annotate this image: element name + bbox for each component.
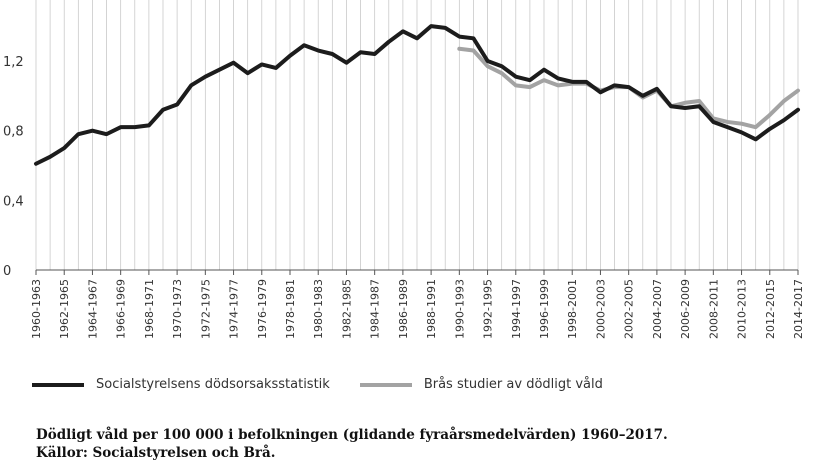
- x-tick-label: 2010-2013: [736, 279, 749, 339]
- line-chart: 00,40,81,2 1960-1963 1962-1965 1964-1967 19…: [3, 0, 805, 339]
- legend-item-bra: Brås studier av dödligt våld: [359, 377, 603, 392]
- x-tick-label: 1962-1965: [58, 279, 71, 339]
- x-tick-label: 1970-1973: [171, 279, 184, 339]
- x-tick-label: 1978-1981: [284, 279, 297, 339]
- x-tick-label: 1982-1985: [340, 279, 353, 339]
- x-tick-label: 2006-2009: [679, 279, 692, 339]
- x-tick-label: 1984-1987: [369, 279, 382, 339]
- grid-lines: [35, 0, 799, 270]
- legend-swatch-black: [32, 382, 84, 387]
- y-tick-label: 0: [3, 264, 11, 279]
- series-line-socialstyrelsen: [34, 24, 800, 166]
- legend-swatch-grey: [359, 382, 412, 387]
- x-tick-label: 1990-1993: [453, 279, 466, 339]
- y-tick-label: 0,8: [3, 125, 24, 140]
- x-tick-label: 1988-1991: [425, 279, 438, 339]
- x-tick-label: 1996-1999: [538, 279, 551, 339]
- x-tick-label: 1960-1963: [30, 279, 43, 339]
- x-tick-label: 2004-2007: [651, 279, 664, 339]
- x-tick-label: 1964-1967: [86, 279, 99, 339]
- axes: [35, 269, 799, 275]
- caption-line-2: Källor: Socialstyrelsen och Brå.: [36, 445, 276, 461]
- x-tick-label: 2000-2003: [594, 279, 607, 339]
- legend-label: Brås studier av dödligt våld: [423, 377, 603, 392]
- x-tick-label: 1992-1995: [482, 279, 495, 339]
- legend: Socialstyrelsens dödsorsaksstatistik Brå…: [32, 377, 633, 392]
- x-tick-label: 1998-2001: [566, 279, 579, 339]
- x-axis-ticks: 1960-1963 1962-1965 1964-1967 1966-1969 1968…: [30, 279, 805, 339]
- x-tick-label: 2002-2005: [623, 279, 636, 339]
- y-tick-label: 1,2: [3, 55, 24, 70]
- y-tick-label: 0,4: [3, 194, 24, 209]
- legend-item-socialstyrelsen: Socialstyrelsens dödsorsaksstatistik: [32, 377, 330, 392]
- x-tick-label: 1980-1983: [312, 279, 325, 339]
- x-tick-label: 1986-1989: [397, 279, 410, 339]
- x-tick-label: 1974-1977: [228, 279, 241, 339]
- x-tick-label: 2008-2011: [707, 279, 720, 339]
- legend-label: Socialstyrelsens dödsorsaksstatistik: [96, 377, 330, 392]
- x-tick-label: 1968-1971: [143, 279, 156, 339]
- chart-caption: Dödligt våld per 100 000 i befolkningen …: [36, 426, 668, 462]
- x-tick-label: 1972-1975: [199, 279, 212, 339]
- series-lines: [34, 24, 800, 166]
- y-axis-ticks: 0 0,4 0,8 1,2: [3, 55, 24, 279]
- x-tick-label: 1966-1969: [115, 279, 128, 339]
- caption-line-1: Dödligt våld per 100 000 i befolkningen …: [36, 427, 668, 443]
- x-tick-label: 1976-1979: [256, 279, 269, 339]
- x-tick-label: 2014-2017: [792, 279, 805, 339]
- x-tick-label: 2012-2015: [764, 279, 777, 339]
- x-tick-label: 1994-1997: [510, 279, 523, 339]
